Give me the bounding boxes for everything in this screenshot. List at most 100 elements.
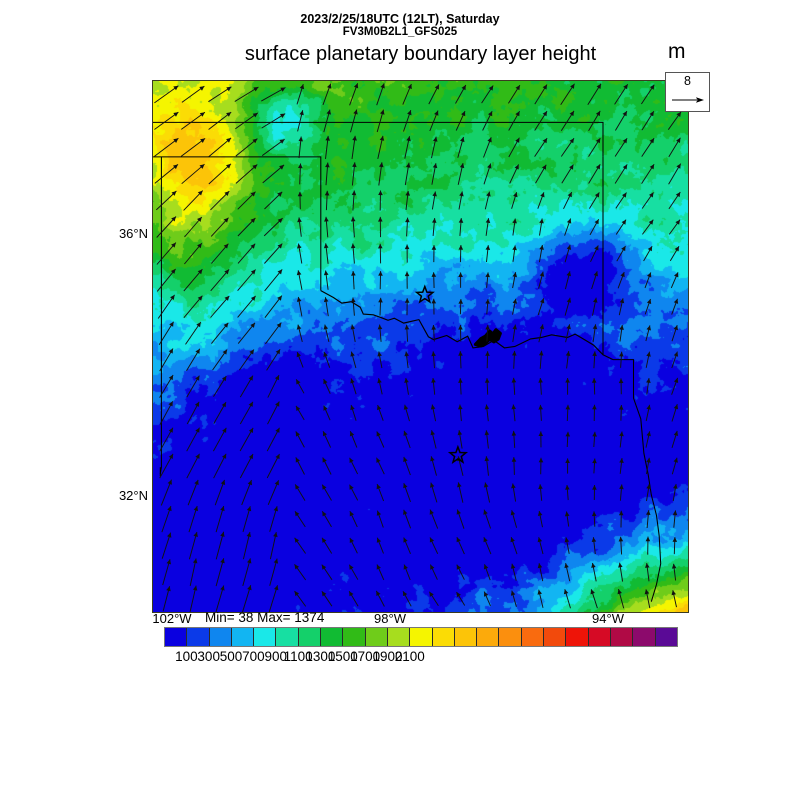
wind-vector	[671, 325, 678, 342]
lon-label-102w: 102°W	[152, 611, 192, 626]
wind-vector	[641, 111, 655, 131]
wind-vector	[428, 84, 440, 105]
wind-vector	[431, 324, 436, 342]
wind-vector-key: 8	[665, 72, 710, 112]
wind-vector	[351, 297, 356, 316]
wind-vector	[159, 453, 174, 479]
wind-vector	[404, 351, 409, 369]
wind-vector	[565, 431, 571, 448]
colorbar[interactable]	[164, 627, 678, 647]
wind-vector	[376, 510, 384, 528]
wind-vector	[239, 427, 254, 452]
wind-vector	[592, 484, 597, 501]
wind-vector	[323, 351, 331, 368]
colorbar-cell	[521, 628, 545, 646]
wind-vector	[349, 537, 358, 554]
wind-vector	[537, 192, 545, 209]
valid-time-title: 2023/2/25/18UTC (12LT), Saturday	[300, 12, 500, 26]
wind-vector	[264, 295, 283, 318]
wind-vector	[323, 297, 329, 317]
wind-vector	[376, 109, 385, 133]
wind-vector	[154, 85, 179, 104]
wind-vector	[242, 558, 252, 587]
wind-vector	[592, 431, 597, 448]
wind-vector	[617, 271, 625, 289]
wind-vector	[237, 217, 256, 237]
wind-vector	[511, 457, 517, 475]
wind-vector	[458, 191, 464, 210]
state-border	[153, 121, 604, 157]
colorbar-cell	[231, 628, 255, 646]
wind-vector	[215, 558, 225, 587]
wind-vector	[296, 84, 305, 105]
wind-vector	[324, 216, 329, 238]
map-panel[interactable]	[152, 80, 689, 613]
colorbar-cell	[343, 628, 366, 646]
wind-vector	[235, 138, 258, 157]
wind-vector	[242, 585, 252, 612]
colorbar-tick: 1500	[327, 649, 358, 664]
wind-vector	[351, 190, 357, 211]
wind-vector	[560, 110, 575, 131]
wind-vector	[429, 537, 439, 555]
wind-vector	[429, 509, 439, 529]
wind-vector	[560, 83, 575, 105]
wind-vector	[378, 216, 383, 238]
wind-vector	[483, 509, 492, 529]
wind-vector	[294, 590, 307, 607]
wind-vector	[350, 109, 358, 133]
colorbar-tick: 2100	[394, 649, 425, 664]
wind-vector	[210, 295, 230, 318]
colorbar-cell	[298, 628, 322, 646]
colorbar-tick: 500	[219, 649, 243, 664]
wind-vector	[484, 378, 490, 395]
wind-vector	[589, 218, 600, 236]
station-star-south[interactable]	[447, 444, 469, 464]
wind-vector	[511, 404, 516, 422]
wind-vector	[242, 506, 252, 533]
wind-vector	[159, 348, 174, 372]
wind-vector	[188, 505, 198, 533]
wind-vector	[189, 585, 198, 612]
wind-vector	[266, 453, 280, 479]
wind-vector	[403, 509, 412, 529]
wind-vector	[618, 378, 624, 395]
wind-vector	[535, 164, 547, 184]
wind-vector	[588, 192, 600, 209]
wind-vector	[156, 216, 177, 238]
station-star-north[interactable]	[414, 284, 435, 304]
wind-vector	[671, 590, 677, 608]
wind-vector	[592, 324, 598, 343]
wind-vector	[508, 137, 520, 158]
wind-vector	[156, 268, 176, 292]
wind-vector	[154, 111, 179, 130]
wind-vector	[404, 136, 411, 159]
wind-vector	[614, 164, 628, 184]
wind-vector	[186, 427, 200, 452]
wind-vector	[297, 217, 302, 237]
wind-vector	[615, 219, 627, 235]
wind-vector	[508, 110, 521, 131]
wind-vector	[485, 324, 490, 342]
wind-vector	[538, 324, 545, 343]
wind-vector	[534, 110, 548, 131]
wind-vector	[619, 431, 624, 448]
wind-vector	[404, 162, 411, 186]
wind-vector	[537, 589, 544, 608]
lon-label-98w: 98°W	[374, 611, 406, 626]
wind-vector	[322, 83, 332, 106]
wind-vector	[669, 245, 680, 262]
wind-vector	[646, 457, 651, 475]
wind-vector	[160, 479, 172, 506]
wind-vector	[592, 351, 597, 369]
wind-vector	[591, 271, 598, 290]
wind-vector	[456, 564, 465, 580]
wind-vector	[378, 271, 383, 290]
wind-vector	[183, 295, 203, 319]
wind-vector	[211, 243, 229, 264]
wind-vector	[431, 298, 437, 315]
wind-vector	[186, 453, 200, 479]
page-title: surface planetary boundary layer height	[244, 43, 597, 65]
wind-vector	[234, 86, 259, 102]
wind-vector	[619, 484, 624, 501]
